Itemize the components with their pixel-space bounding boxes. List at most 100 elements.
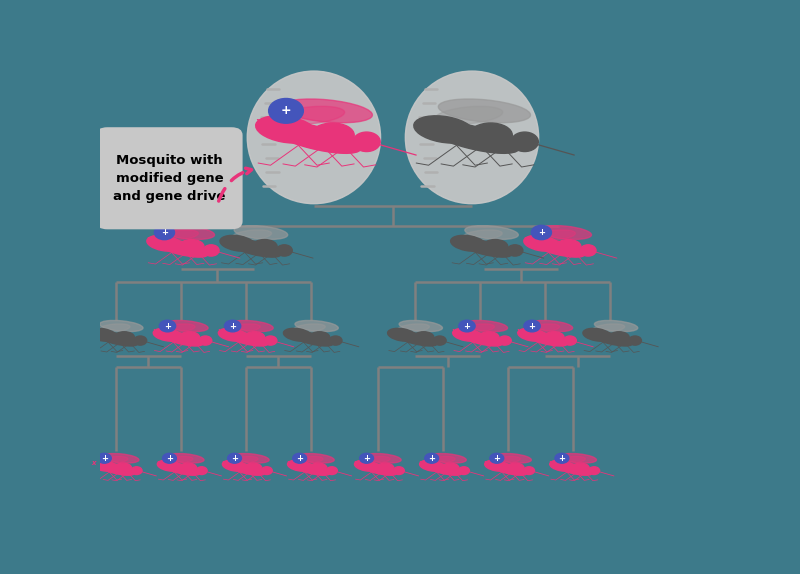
Text: x: x [483, 460, 488, 466]
Text: +: + [229, 321, 236, 331]
Circle shape [134, 336, 146, 345]
Ellipse shape [287, 460, 312, 471]
Text: +: + [166, 454, 173, 463]
Ellipse shape [464, 320, 507, 332]
Ellipse shape [523, 331, 567, 346]
Text: +: + [558, 454, 566, 463]
Circle shape [580, 245, 596, 256]
Ellipse shape [377, 463, 394, 473]
Ellipse shape [544, 332, 564, 343]
Text: +: + [296, 454, 303, 463]
Ellipse shape [222, 460, 246, 471]
Text: +: + [101, 454, 108, 463]
Circle shape [434, 336, 446, 345]
Ellipse shape [469, 123, 512, 148]
Ellipse shape [453, 328, 481, 341]
Ellipse shape [425, 122, 519, 153]
Circle shape [162, 453, 176, 463]
Circle shape [98, 453, 111, 463]
Ellipse shape [462, 324, 494, 332]
Circle shape [353, 132, 380, 152]
Ellipse shape [435, 106, 502, 124]
Ellipse shape [450, 235, 486, 251]
Ellipse shape [92, 460, 117, 471]
Ellipse shape [154, 328, 182, 341]
Ellipse shape [147, 235, 182, 251]
Ellipse shape [524, 235, 559, 251]
Ellipse shape [493, 456, 520, 464]
Text: +: + [529, 321, 535, 331]
Ellipse shape [594, 320, 638, 332]
Ellipse shape [228, 324, 260, 332]
Circle shape [498, 336, 511, 345]
Ellipse shape [158, 460, 182, 471]
Ellipse shape [310, 463, 327, 473]
Ellipse shape [354, 460, 378, 471]
Circle shape [511, 132, 538, 152]
Ellipse shape [295, 320, 338, 332]
Ellipse shape [298, 453, 334, 463]
Text: x: x [152, 328, 157, 334]
Text: +: + [281, 104, 291, 117]
Ellipse shape [419, 460, 444, 471]
Ellipse shape [530, 239, 585, 257]
Circle shape [523, 467, 534, 475]
Text: x: x [451, 328, 456, 334]
Circle shape [555, 453, 569, 463]
Ellipse shape [550, 460, 574, 471]
Ellipse shape [100, 320, 143, 332]
Ellipse shape [364, 453, 401, 463]
Ellipse shape [558, 456, 586, 464]
Ellipse shape [244, 332, 265, 343]
Ellipse shape [97, 463, 134, 475]
Ellipse shape [393, 331, 437, 346]
Circle shape [531, 226, 551, 240]
Ellipse shape [159, 230, 198, 241]
Ellipse shape [245, 463, 262, 473]
Ellipse shape [398, 324, 430, 332]
Ellipse shape [94, 331, 138, 346]
Ellipse shape [572, 463, 589, 473]
Text: +: + [428, 454, 435, 463]
Circle shape [490, 453, 504, 463]
Ellipse shape [234, 226, 288, 239]
Circle shape [589, 467, 599, 475]
Text: x: x [221, 460, 226, 466]
Ellipse shape [283, 328, 312, 341]
Ellipse shape [363, 456, 390, 464]
Ellipse shape [538, 226, 591, 239]
Ellipse shape [158, 331, 202, 346]
Ellipse shape [247, 71, 381, 204]
Ellipse shape [289, 331, 333, 346]
Ellipse shape [482, 239, 508, 254]
Text: Mosquito with
modified gene
and gene drive: Mosquito with modified gene and gene dri… [114, 154, 226, 203]
Circle shape [131, 467, 142, 475]
Ellipse shape [179, 463, 197, 473]
Ellipse shape [583, 328, 611, 341]
Circle shape [458, 467, 470, 475]
Text: x: x [156, 460, 161, 466]
Ellipse shape [232, 230, 271, 241]
Ellipse shape [310, 123, 354, 148]
Text: +: + [463, 321, 470, 331]
Ellipse shape [554, 463, 592, 475]
Text: x: x [517, 328, 521, 334]
Ellipse shape [465, 226, 518, 239]
Circle shape [326, 467, 338, 475]
Ellipse shape [218, 328, 247, 341]
Text: x: x [91, 460, 95, 466]
Text: x: x [146, 236, 150, 242]
Ellipse shape [399, 320, 442, 332]
Text: x: x [418, 460, 422, 466]
Ellipse shape [530, 320, 573, 332]
Circle shape [329, 336, 342, 345]
Ellipse shape [414, 332, 434, 343]
Circle shape [394, 467, 404, 475]
Ellipse shape [609, 332, 630, 343]
Circle shape [227, 453, 242, 463]
Circle shape [199, 336, 212, 345]
Ellipse shape [414, 116, 474, 143]
Ellipse shape [559, 453, 597, 463]
Circle shape [524, 320, 540, 332]
Ellipse shape [277, 106, 345, 124]
